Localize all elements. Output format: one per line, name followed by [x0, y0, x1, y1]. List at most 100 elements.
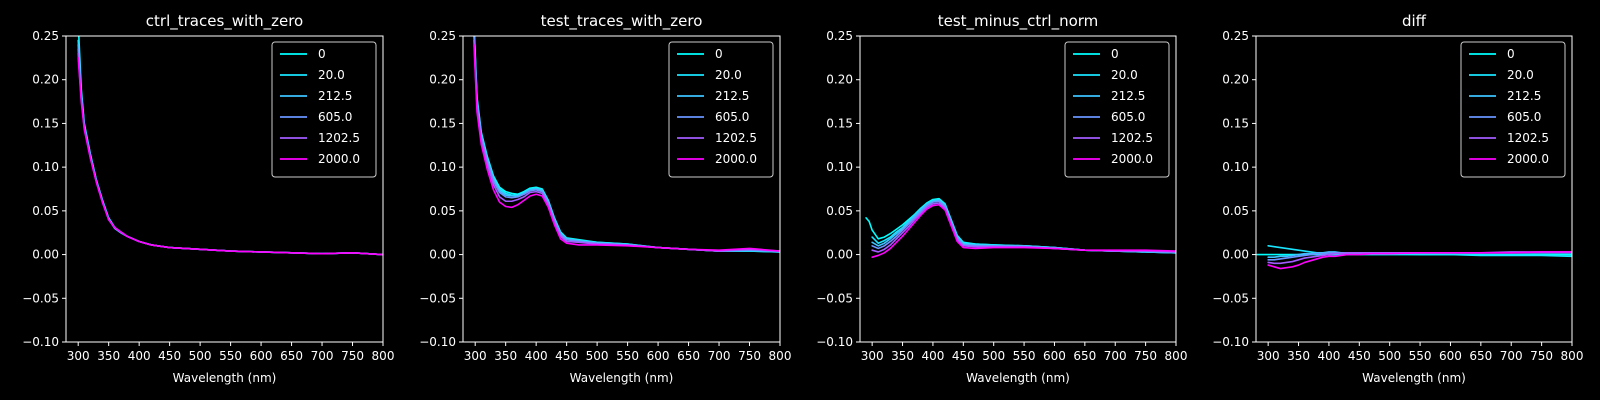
- x-axis-label: Wavelength (nm): [570, 371, 674, 385]
- y-tick-label: −0.10: [22, 335, 59, 349]
- y-tick-label: −0.05: [22, 291, 59, 305]
- plot-frame: [859, 35, 1177, 343]
- x-axis-label: Wavelength (nm): [173, 371, 277, 385]
- y-tick-label: 0.05: [429, 204, 456, 218]
- x-tick-label: 800: [1165, 349, 1188, 363]
- y-tick-label: 0.25: [1222, 29, 1249, 43]
- legend: 0 20.0 212.5 605.0 1202.5 2000.0: [668, 41, 774, 178]
- x-tick-label: 550: [1409, 349, 1432, 363]
- y-tick-label: 0.20: [1222, 73, 1249, 87]
- legend: 0 20.0 212.5 605.0 1202.5 2000.0: [271, 41, 377, 178]
- x-tick-label: 650: [1073, 349, 1096, 363]
- chart-panel-4: diff 300 350 400 450 500 550 600 650 700 750 800 −0.…: [1212, 12, 1583, 385]
- y-tick-label: 0.00: [32, 248, 59, 262]
- y-tick-label: 0.20: [429, 73, 456, 87]
- legend-label: 1202.5: [1507, 131, 1549, 145]
- x-tick-label: 750: [1530, 349, 1553, 363]
- x-tick-label: 450: [952, 349, 975, 363]
- series-lines: [1256, 245, 1572, 270]
- x-tick-label: 600: [250, 349, 273, 363]
- series-line-2000.0: [473, 43, 780, 252]
- y-tick-label: 0.10: [826, 160, 853, 174]
- x-tick-label: 750: [341, 349, 364, 363]
- legend-label: 20.0: [715, 68, 742, 82]
- x-tick-label: 300: [464, 349, 487, 363]
- plot-frame: [65, 35, 384, 343]
- series-line-605.0: [871, 200, 1176, 253]
- x-tick-label: 300: [861, 349, 884, 363]
- y-tick-label: −0.05: [1212, 291, 1249, 305]
- y-tick-label: 0.15: [32, 116, 59, 130]
- x-tick-label: 650: [1469, 349, 1492, 363]
- series-line-2000.0: [871, 203, 1176, 258]
- x-tick-label: 700: [708, 349, 731, 363]
- x-tick-label: 450: [1348, 349, 1371, 363]
- y-tick-label: 0.10: [32, 160, 59, 174]
- legend-label: 20.0: [1507, 68, 1534, 82]
- x-tick-label: 550: [616, 349, 639, 363]
- series-line-20.0: [871, 198, 1176, 254]
- legend-label: 605.0: [715, 110, 749, 124]
- x-tick-label: 800: [769, 349, 792, 363]
- legend-label: 20.0: [318, 68, 345, 82]
- x-tick-label: 500: [1378, 349, 1401, 363]
- x-tick-label: 700: [1104, 349, 1127, 363]
- y-tick-label: 0.05: [32, 204, 59, 218]
- legend-label: 1202.5: [1111, 131, 1153, 145]
- x-tick-label: 600: [1043, 349, 1066, 363]
- y-tick-label: 0.25: [826, 29, 853, 43]
- x-tick-label: 450: [158, 349, 181, 363]
- x-tick-label: 300: [1257, 349, 1280, 363]
- legend-label: 2000.0: [1111, 152, 1153, 166]
- x-tick-label: 650: [677, 349, 700, 363]
- x-tick-label: 350: [891, 349, 914, 363]
- series-lines: [865, 197, 1176, 258]
- legend-label: 212.5: [715, 89, 749, 103]
- x-tick-label: 300: [67, 349, 90, 363]
- legend-label: 605.0: [318, 110, 352, 124]
- legend-label: 605.0: [1507, 110, 1541, 124]
- x-tick-label: 500: [586, 349, 609, 363]
- y-tick-label: 0.25: [429, 29, 456, 43]
- y-tick-label: −0.05: [816, 291, 853, 305]
- y-tick-label: 0.00: [429, 248, 456, 262]
- x-tick-label: 400: [921, 349, 944, 363]
- x-tick-label: 650: [280, 349, 303, 363]
- series-line-2000.0: [1267, 251, 1572, 270]
- legend-label: 212.5: [1507, 89, 1541, 103]
- x-axis-label: Wavelength (nm): [1362, 371, 1466, 385]
- x-tick-label: 500: [189, 349, 212, 363]
- legend: 0 20.0 212.5 605.0 1202.5 2000.0: [1064, 41, 1170, 178]
- y-tick-label: 0.00: [826, 248, 853, 262]
- legend-label: 0: [715, 47, 723, 61]
- chart-title: test_minus_ctrl_norm: [938, 12, 1099, 31]
- y-tick-label: 0.15: [429, 116, 456, 130]
- legend-label: 0: [1507, 47, 1515, 61]
- x-tick-label: 350: [97, 349, 120, 363]
- chart-panel-3: test_minus_ctrl_norm 300 350 400 450 500 550 60…: [816, 12, 1187, 385]
- x-tick-label: 400: [128, 349, 151, 363]
- chart-title: test_traces_with_zero: [541, 12, 703, 31]
- y-tick-label: 0.00: [1222, 248, 1249, 262]
- x-tick-label: 400: [525, 349, 548, 363]
- plot-frame: [462, 35, 781, 343]
- legend-label: 212.5: [318, 89, 352, 103]
- legend-label: 2000.0: [715, 152, 757, 166]
- y-tick-label: 0.15: [1222, 116, 1249, 130]
- plot-frame: [1255, 35, 1573, 343]
- x-tick-label: 600: [647, 349, 670, 363]
- x-tick-label: 350: [1287, 349, 1310, 363]
- x-tick-label: 750: [1134, 349, 1157, 363]
- x-tick-label: 600: [1439, 349, 1462, 363]
- x-tick-label: 350: [494, 349, 517, 363]
- x-tick-label: 800: [372, 349, 395, 363]
- chart-title: ctrl_traces_with_zero: [146, 12, 303, 31]
- legend-label: 1202.5: [318, 131, 360, 145]
- y-tick-label: −0.10: [1212, 335, 1249, 349]
- legend-label: 0: [1111, 47, 1119, 61]
- series-lines: [77, 36, 383, 256]
- y-tick-label: 0.25: [32, 29, 59, 43]
- y-tick-label: −0.10: [419, 335, 456, 349]
- y-tick-label: −0.10: [816, 335, 853, 349]
